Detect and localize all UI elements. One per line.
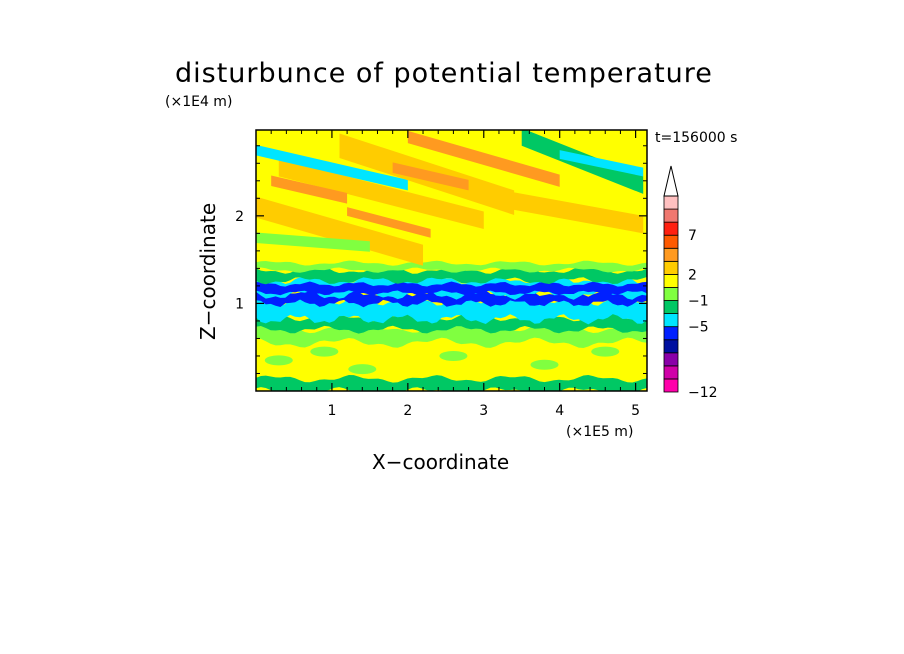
colorbar-tick-label: −12 xyxy=(688,385,718,401)
x-tick-label: 1 xyxy=(327,403,336,419)
colorbar-tick-label: −1 xyxy=(688,294,709,310)
colorbar-tick-label: −5 xyxy=(688,320,709,336)
time-label: t=156000 s xyxy=(655,130,738,146)
wave-streak-11 xyxy=(392,162,469,191)
lower-patch-2 xyxy=(439,350,468,361)
colorbar-segment xyxy=(663,352,679,367)
colorbar: −12−5−127 xyxy=(663,165,718,401)
chart-title: disturbunce of potential temperature xyxy=(175,58,713,89)
colorbar-segment xyxy=(663,234,679,249)
colorbar-segment xyxy=(663,326,679,341)
x-tick-label: 4 xyxy=(555,403,564,419)
wave-streak-10 xyxy=(256,232,370,252)
colorbar-segment xyxy=(663,208,679,223)
colorbar-segment xyxy=(663,313,679,328)
x-axis-unit: (×1E5 m) xyxy=(566,424,634,440)
layer-lower-green xyxy=(256,313,647,334)
x-axis-ticks: 1 2 3 4 5 xyxy=(270,130,640,419)
layer-blue-upper xyxy=(256,281,647,296)
colorbar-tick-label: 2 xyxy=(688,267,697,283)
plot-frame xyxy=(255,129,648,392)
wave-streak-5 xyxy=(271,175,348,204)
y-axis-ticks: 12 xyxy=(235,145,647,374)
x-tick-label: 5 xyxy=(631,403,640,419)
x-tick-label: 2 xyxy=(403,403,412,419)
colorbar-segment xyxy=(663,287,679,301)
lower-patch-5 xyxy=(310,346,339,357)
wave-streak-9 xyxy=(498,189,644,234)
layer-lightgreen-upper xyxy=(256,260,647,273)
lower-patch-1 xyxy=(348,364,377,375)
wave-streak-4 xyxy=(407,130,560,187)
lower-patch-4 xyxy=(591,346,620,357)
colorbar-extend-arrow xyxy=(663,165,679,197)
colorbar-segment xyxy=(663,247,679,262)
wave-streak-0 xyxy=(256,196,424,266)
y-tick-label: 1 xyxy=(235,296,244,312)
colorbar-segment xyxy=(663,221,679,236)
wave-streak-8 xyxy=(559,150,644,177)
colorbar-segment xyxy=(663,365,679,380)
colorbar-segment xyxy=(663,273,679,288)
wave-streak-6 xyxy=(347,207,431,238)
colorbar-segment xyxy=(663,378,679,393)
x-tick-label: 3 xyxy=(479,403,488,419)
colorbar-segment xyxy=(663,260,679,275)
lower-patch-3 xyxy=(530,359,559,370)
lower-patch-0 xyxy=(264,355,293,366)
y-tick-label: 2 xyxy=(235,209,244,225)
layer-cyan-lower xyxy=(256,295,647,325)
colorbar-segment xyxy=(663,300,679,314)
layer-surface-green xyxy=(256,375,647,391)
x-axis-label: X−coordinate xyxy=(372,450,510,474)
colorbar-tick-label: 7 xyxy=(688,228,697,244)
wave-streak-1 xyxy=(278,158,484,229)
y-axis-unit: (×1E4 m) xyxy=(165,94,233,110)
layer-blue-lower xyxy=(256,289,647,308)
wave-streak-2 xyxy=(256,144,408,191)
layer-green-upper xyxy=(256,266,647,285)
colorbar-segment xyxy=(663,339,679,354)
contour-field xyxy=(256,130,647,391)
colorbar-segment xyxy=(663,195,679,210)
